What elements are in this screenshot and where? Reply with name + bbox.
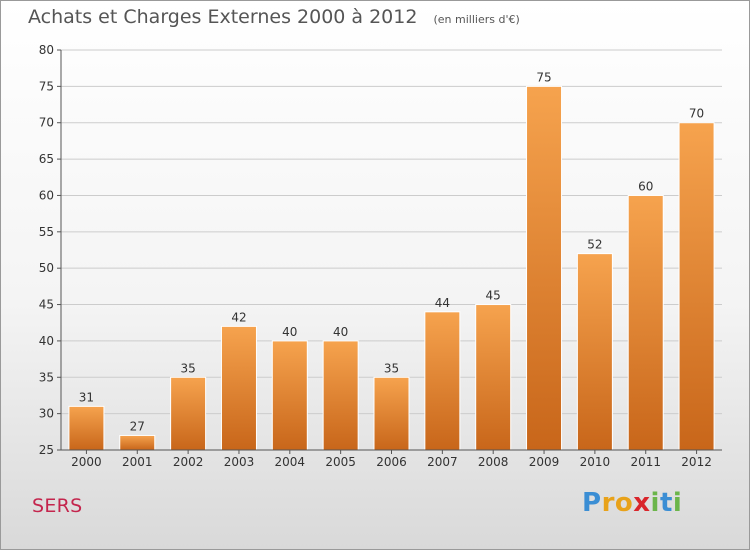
data-label: 40 bbox=[282, 325, 297, 339]
bar bbox=[475, 304, 512, 451]
grid-lines bbox=[61, 49, 722, 415]
bar bbox=[322, 340, 359, 451]
y-tick-label: 80 bbox=[39, 43, 54, 57]
bar bbox=[119, 434, 156, 451]
chart-title: Achats et Charges Externes 2000 à 2012 (… bbox=[28, 6, 520, 28]
logo-letter: r bbox=[601, 488, 615, 518]
y-tick-label: 60 bbox=[39, 188, 54, 202]
bar bbox=[526, 85, 563, 451]
x-tick-label: 2001 bbox=[122, 455, 153, 469]
y-tick-label: 75 bbox=[39, 79, 54, 93]
y-tick-label: 25 bbox=[39, 443, 54, 457]
data-label: 75 bbox=[536, 70, 551, 84]
x-tick-label: 2004 bbox=[275, 455, 306, 469]
bar bbox=[68, 405, 105, 451]
logo-letter: i bbox=[672, 488, 683, 518]
x-tick-label: 2009 bbox=[529, 455, 560, 469]
y-tick-label: 45 bbox=[39, 298, 54, 312]
data-label: 40 bbox=[333, 325, 348, 339]
data-label: 35 bbox=[384, 361, 399, 375]
bar bbox=[627, 194, 664, 451]
chart-title-text: Achats et Charges Externes 2000 à 2012 bbox=[28, 6, 418, 28]
x-tick-label: 2008 bbox=[478, 455, 509, 469]
x-tick-label: 2006 bbox=[376, 455, 407, 469]
x-tick-label: 2003 bbox=[224, 455, 255, 469]
axes bbox=[57, 49, 722, 454]
data-label: 44 bbox=[435, 296, 450, 310]
data-label: 31 bbox=[79, 390, 94, 404]
y-tick-label: 40 bbox=[39, 334, 54, 348]
logo-letter: t bbox=[659, 488, 673, 518]
logo-letter: x bbox=[633, 488, 651, 518]
y-tick-label: 35 bbox=[39, 370, 54, 384]
x-tick-label: 2002 bbox=[173, 455, 204, 469]
x-tick-label: 2011 bbox=[630, 455, 661, 469]
labels: 25 30 35 40 45 50 55 60 65 70 75 80 31 2000 27 2001 35 20… bbox=[39, 43, 712, 469]
x-tick-label: 2005 bbox=[325, 455, 356, 469]
data-label: 70 bbox=[689, 107, 704, 121]
city-name: SERS bbox=[32, 495, 83, 517]
data-label: 42 bbox=[231, 310, 246, 324]
bar bbox=[373, 376, 410, 451]
data-label: 35 bbox=[180, 361, 195, 375]
bar bbox=[576, 253, 613, 451]
bar bbox=[220, 325, 257, 451]
bar bbox=[170, 376, 207, 451]
data-label: 45 bbox=[486, 289, 501, 303]
bar bbox=[424, 311, 461, 451]
data-label: 52 bbox=[587, 238, 602, 252]
bar bbox=[678, 122, 715, 451]
data-label: 60 bbox=[638, 179, 653, 193]
bar bbox=[271, 340, 308, 451]
x-tick-label: 2012 bbox=[681, 455, 712, 469]
data-label: 27 bbox=[130, 419, 145, 433]
proxiti-logo: Proxiti bbox=[582, 488, 682, 518]
y-tick-label: 55 bbox=[39, 225, 54, 239]
x-tick-label: 2007 bbox=[427, 455, 458, 469]
y-tick-label: 65 bbox=[39, 152, 54, 166]
logo-letter: o bbox=[614, 488, 634, 518]
logo-letter: i bbox=[650, 488, 660, 518]
y-tick-label: 30 bbox=[39, 407, 54, 421]
y-tick-label: 50 bbox=[39, 261, 54, 275]
chart-unit: (en milliers d'€) bbox=[433, 13, 520, 26]
logo-letter: P bbox=[582, 488, 602, 518]
x-tick-label: 2010 bbox=[580, 455, 611, 469]
x-tick-label: 2000 bbox=[71, 455, 102, 469]
y-tick-label: 70 bbox=[39, 116, 54, 130]
